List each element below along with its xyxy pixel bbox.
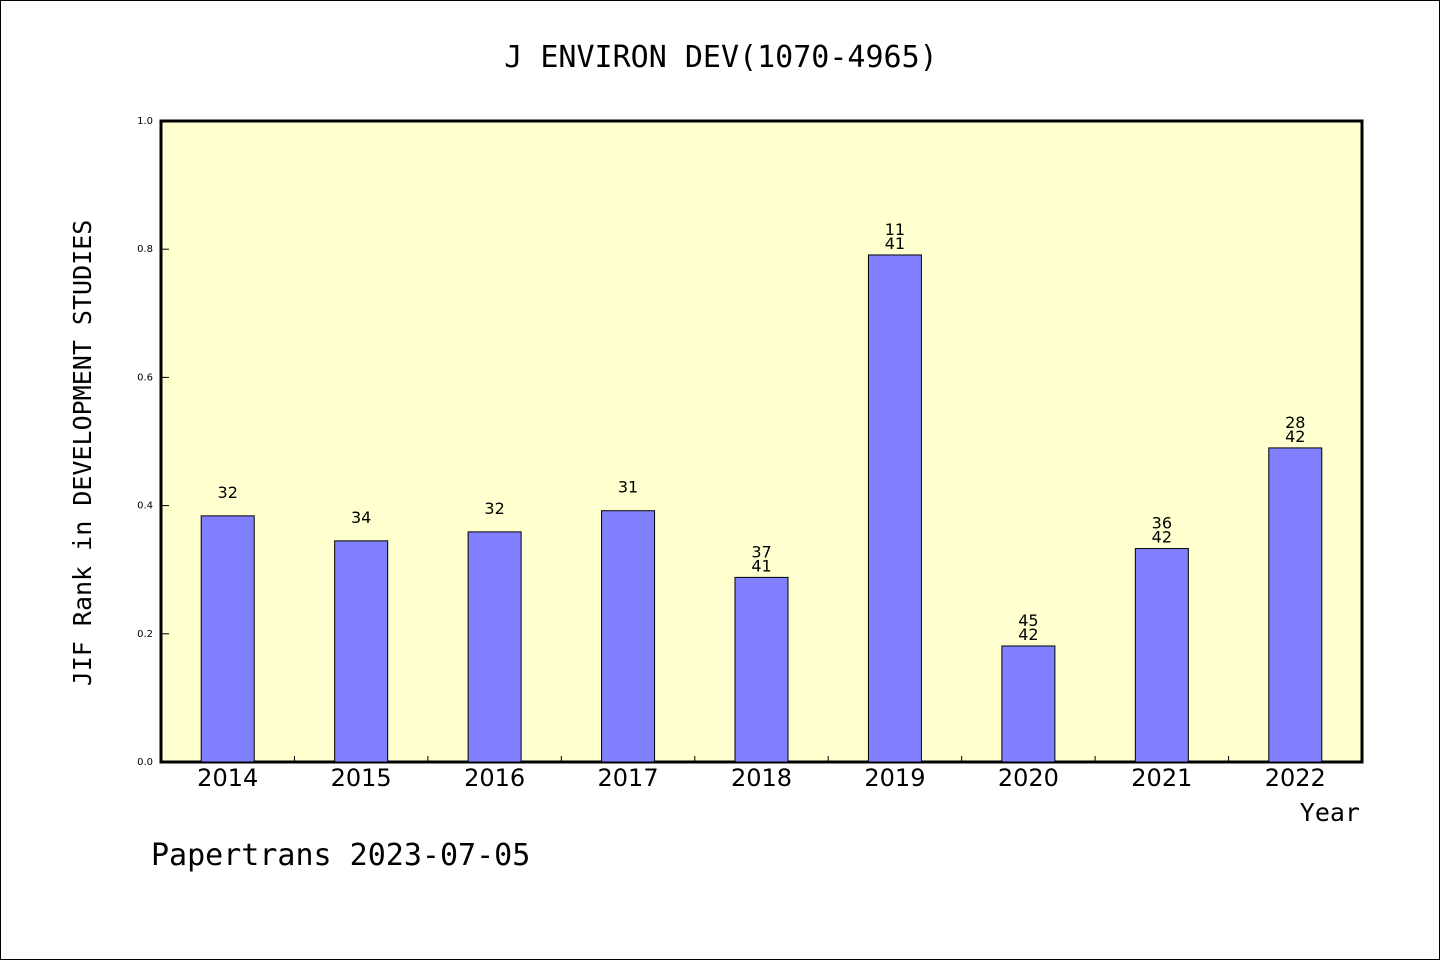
y-tick-label: 0.0 (137, 757, 153, 768)
x-tick-label: 2016 (464, 764, 525, 792)
bar-rank-label: 32 (218, 483, 238, 502)
bars-group (200, 254, 1323, 763)
bar-rank-label: 32 (484, 499, 504, 518)
bar-rank-label: 42 (1285, 427, 1305, 446)
bar-rank-label: 31 (618, 478, 638, 497)
x-tick-label: 2022 (1265, 764, 1326, 792)
bar-rank-label: 45 (1018, 611, 1038, 630)
bar-rank-label: 42 (1018, 625, 1038, 644)
footer-credit: Papertrans 2023-07-05 (151, 838, 530, 873)
bar-2021 (1134, 548, 1189, 763)
x-axis-label: Year (1300, 798, 1360, 827)
x-tick-label: 2017 (598, 764, 659, 792)
bar-2017 (601, 510, 656, 763)
x-axis: 2014 2015 2016 2017 2018 2019 2020 2021 2022 (197, 756, 1326, 792)
bar-2015 (334, 540, 389, 763)
x-tick-label: 2014 (197, 764, 258, 792)
x-tick-label: 2018 (731, 764, 792, 792)
bar-rank-label: 42 (1152, 528, 1172, 547)
y-axis-label: JIF Rank in DEVELOPMENT STUDIES (68, 220, 97, 687)
x-tick-label: 2019 (864, 764, 925, 792)
bar-rank-label: 37 (751, 542, 771, 561)
y-tick-label: 1.0 (137, 116, 153, 127)
bar-rank-label: 36 (1152, 514, 1172, 533)
y-tick-label: 0.4 (137, 501, 153, 512)
y-tick-label: 0.2 (137, 629, 153, 640)
bar-2014 (200, 515, 255, 763)
bar-2020 (1001, 645, 1056, 763)
bar-2022 (1268, 447, 1323, 763)
bar-rank-label: 28 (1285, 413, 1305, 432)
chart-title: J ENVIRON DEV(1070-4965) (504, 40, 937, 75)
y-tick-label: 0.6 (137, 372, 153, 383)
bar-rank-label: 41 (751, 556, 771, 575)
y-axis: 0.0 0.2 0.4 0.6 0.8 1.0 (137, 116, 169, 768)
x-tick-label: 2020 (998, 764, 1059, 792)
bar-rank-label: 11 (885, 220, 905, 239)
bar-2016 (467, 531, 522, 763)
x-tick-label: 2015 (331, 764, 392, 792)
y-tick-label: 0.8 (137, 244, 153, 255)
bar-2018 (734, 576, 789, 763)
x-tick-label: 2021 (1131, 764, 1192, 792)
bar-rank-label: 41 (885, 234, 905, 253)
bar-2019 (867, 254, 922, 763)
bar-rank-label: 34 (351, 508, 371, 527)
